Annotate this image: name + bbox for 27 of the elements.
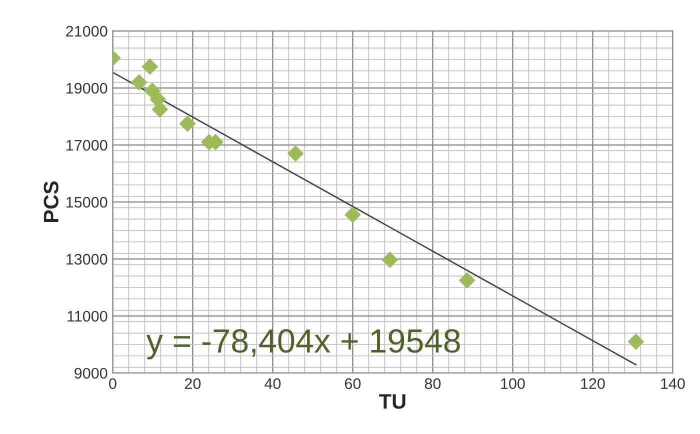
y-tick-label: 19000 [66,82,108,94]
y-tick-label: 11000 [68,310,108,322]
point [152,101,168,118]
x-tick-label: 100 [501,378,525,390]
point [628,333,644,350]
y-tick-label: 13000 [66,254,108,265]
y-tick-label: 9000 [74,368,108,379]
point [287,145,304,162]
x-tick-label: 0 [109,378,116,390]
x-tick-label: 80 [424,378,441,390]
x-tick-label: 60 [344,378,361,390]
x-tick-label: 120 [581,378,605,390]
x-tick-label: 140 [661,378,685,390]
point [142,58,158,75]
point [344,206,361,224]
y-axis-title: PCS [44,181,58,222]
point [458,272,476,289]
x-tick-label: 40 [264,378,281,390]
y-tick-label: 17000 [66,140,108,151]
x-tick-label: 20 [184,378,201,390]
point [179,115,196,132]
x-axis-title: TU [379,394,406,409]
point [382,252,398,268]
point [130,74,148,91]
y-tick-label: 21000 [66,26,108,37]
point [144,82,161,100]
y-tick-label: 15000 [66,196,108,208]
